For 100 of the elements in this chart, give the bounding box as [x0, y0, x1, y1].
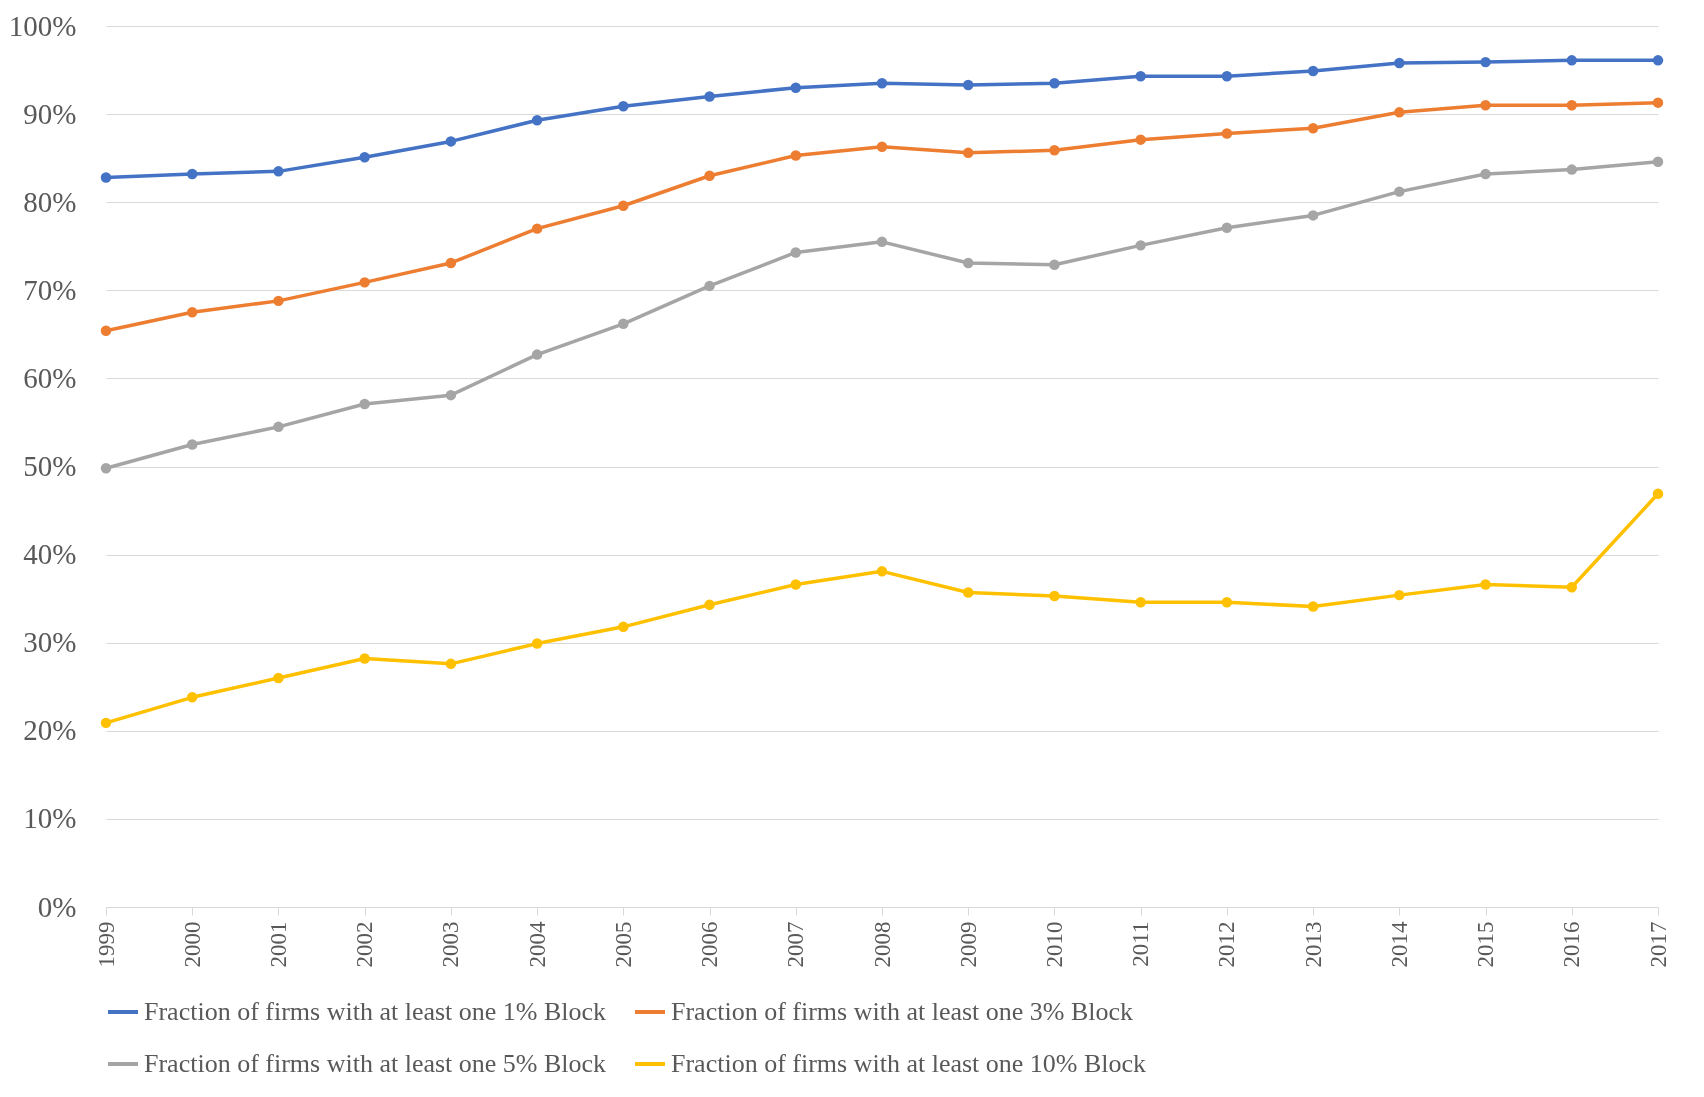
- x-tick-label: 2017: [1645, 921, 1671, 968]
- point: [1566, 55, 1578, 66]
- point: [704, 91, 715, 102]
- point: [531, 638, 543, 649]
- point: [1049, 78, 1060, 89]
- point: [618, 200, 629, 211]
- x-tick-label: 2013: [1300, 921, 1326, 968]
- x-tick-label: 2002: [352, 921, 378, 968]
- x-tick-label: 2000: [179, 921, 205, 968]
- point: [1652, 55, 1664, 66]
- point: [704, 170, 715, 181]
- point: [876, 141, 888, 152]
- point: [1221, 596, 1233, 608]
- point: [100, 325, 112, 337]
- point: [1480, 168, 1491, 180]
- point: [1307, 122, 1319, 134]
- point: [1652, 488, 1664, 500]
- point: [1221, 128, 1233, 139]
- point: [790, 247, 802, 258]
- point: [790, 82, 802, 93]
- y-tick-label: 70%: [23, 273, 77, 306]
- y-tick-label: 30%: [23, 626, 77, 659]
- point: [445, 136, 457, 147]
- y-tick-label: 100%: [8, 9, 77, 42]
- point: [1049, 590, 1060, 602]
- x-tick-label: 2016: [1559, 921, 1585, 968]
- legend-label: Fraction of firms with at least one 3% Block: [671, 997, 1134, 1026]
- point: [790, 579, 802, 590]
- point: [445, 389, 457, 401]
- point: [1135, 70, 1146, 82]
- y-tick-label: 50%: [23, 450, 77, 482]
- point: [1566, 581, 1578, 593]
- point: [1135, 240, 1146, 251]
- point: [1135, 134, 1146, 145]
- point: [186, 692, 198, 703]
- point: [1221, 70, 1233, 82]
- y-tick-label: 10%: [23, 802, 77, 835]
- point: [531, 115, 543, 126]
- point: [359, 398, 370, 410]
- point: [1394, 186, 1405, 197]
- point: [273, 295, 284, 307]
- point: [704, 599, 715, 611]
- y-tick-label: 40%: [23, 538, 77, 571]
- legend-label: Fraction of firms with at least one 5% Block: [144, 1049, 607, 1078]
- point: [186, 439, 198, 450]
- x-tick-label: 2001: [265, 921, 291, 968]
- x-tick-label: 2012: [1214, 921, 1240, 968]
- x-tick-label: 2004: [524, 921, 550, 968]
- point: [531, 223, 543, 234]
- y-tick-label: 90%: [23, 97, 77, 130]
- point: [445, 257, 457, 269]
- y-tick-label: 20%: [23, 714, 77, 747]
- point: [1135, 596, 1146, 608]
- x-tick-label: 2008: [869, 921, 895, 968]
- y-tick-label: 60%: [23, 361, 77, 394]
- x-tick-label: 2005: [610, 921, 636, 968]
- point: [1307, 210, 1319, 221]
- point: [445, 658, 457, 670]
- point: [1394, 589, 1405, 601]
- x-tick-label: 2006: [697, 921, 723, 968]
- point: [100, 463, 112, 474]
- point: [962, 147, 974, 159]
- point: [1566, 100, 1578, 111]
- point: [876, 566, 888, 577]
- x-tick-label: 2011: [1128, 921, 1154, 967]
- point: [100, 172, 112, 183]
- legend-label: Fraction of firms with at least one 10% Block: [671, 1049, 1147, 1078]
- point: [704, 280, 715, 292]
- point: [186, 168, 198, 180]
- point: [1307, 601, 1319, 612]
- y-tick-label: 80%: [23, 185, 77, 218]
- legend-label: Fraction of firms with at least one 1% Block: [144, 997, 607, 1026]
- point: [1394, 107, 1405, 118]
- x-tick-label: 2010: [1041, 921, 1067, 968]
- point: [1394, 57, 1405, 69]
- point: [1652, 156, 1664, 167]
- point: [790, 150, 802, 161]
- point: [962, 79, 974, 91]
- point: [186, 307, 198, 318]
- point: [1480, 56, 1491, 68]
- point: [1480, 579, 1491, 590]
- point: [273, 166, 284, 177]
- point: [273, 421, 284, 433]
- point: [1049, 144, 1060, 156]
- point: [618, 100, 629, 112]
- point: [962, 587, 974, 598]
- point: [1307, 65, 1319, 77]
- x-tick-label: 2014: [1386, 921, 1412, 968]
- point: [1652, 97, 1664, 108]
- x-tick-label: 2009: [955, 921, 981, 968]
- x-tick-label: 2007: [783, 921, 809, 968]
- point: [1480, 100, 1491, 111]
- x-tick-label: 2015: [1473, 921, 1499, 968]
- x-tick-label: 2003: [438, 921, 464, 968]
- point: [618, 621, 629, 633]
- point: [273, 672, 284, 684]
- point: [618, 318, 629, 330]
- y-tick-label: 0%: [37, 890, 77, 923]
- point: [531, 349, 543, 360]
- point: [100, 717, 112, 729]
